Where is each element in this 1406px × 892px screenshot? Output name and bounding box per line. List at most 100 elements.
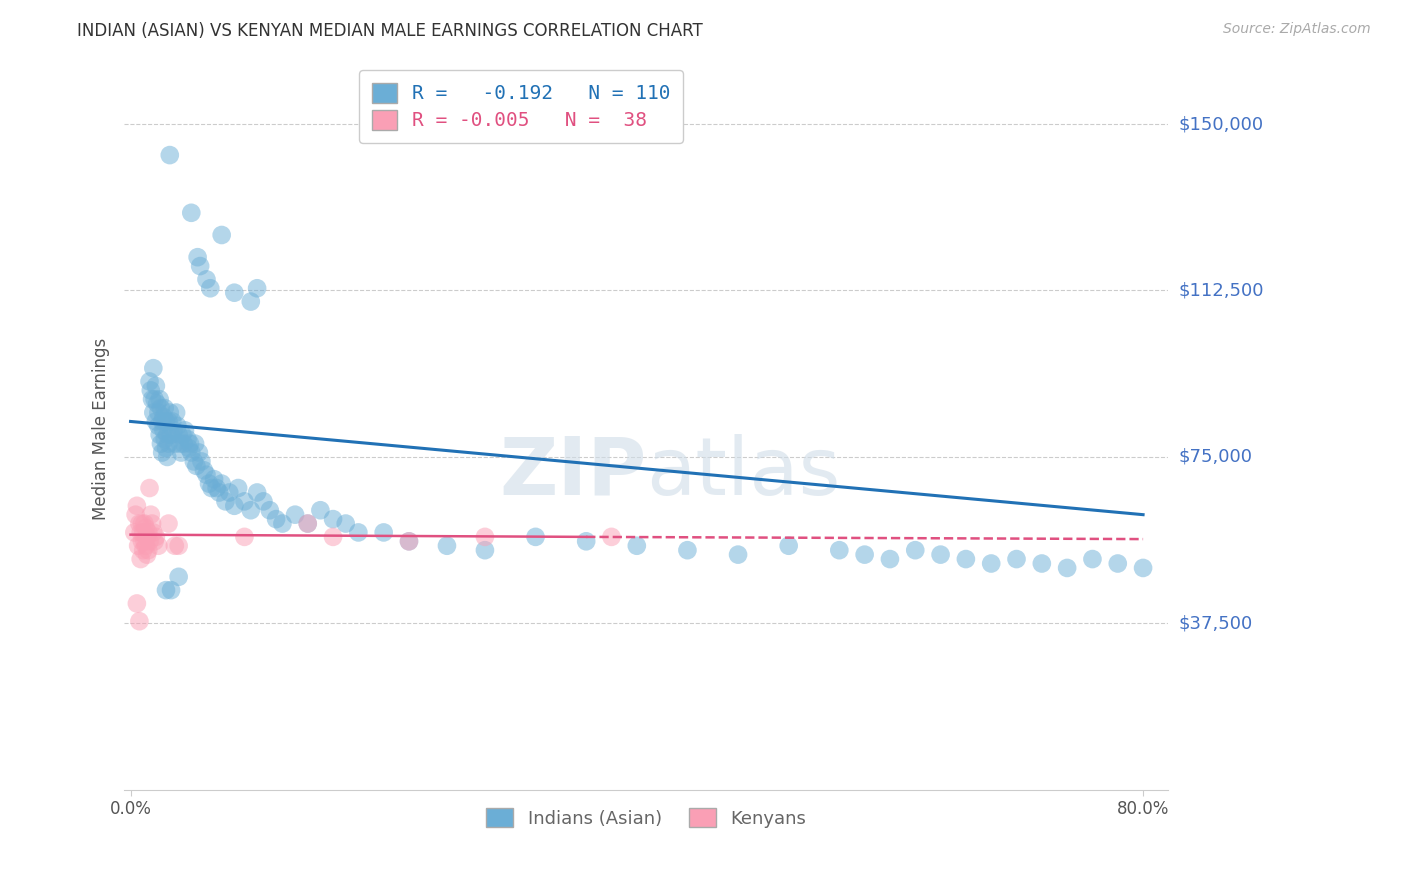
- Point: [159, 406, 181, 420]
- Point: [134, 534, 156, 549]
- Point: [1132, 561, 1154, 575]
- Point: [195, 272, 218, 286]
- Point: [136, 548, 159, 562]
- Point: [141, 392, 163, 407]
- Point: [198, 476, 221, 491]
- Point: [183, 454, 205, 468]
- Point: [1005, 552, 1028, 566]
- Point: [132, 525, 155, 540]
- Point: [200, 481, 222, 495]
- Point: [309, 503, 332, 517]
- Point: [167, 539, 190, 553]
- Point: [145, 379, 167, 393]
- Point: [150, 445, 173, 459]
- Point: [259, 503, 281, 517]
- Point: [284, 508, 307, 522]
- Point: [193, 463, 215, 477]
- Point: [131, 534, 153, 549]
- Point: [474, 543, 496, 558]
- Point: [163, 436, 186, 450]
- Point: [226, 481, 249, 495]
- Point: [136, 543, 159, 558]
- Point: [955, 552, 977, 566]
- Point: [162, 414, 184, 428]
- Point: [149, 392, 172, 407]
- Point: [162, 423, 184, 437]
- Point: [239, 294, 262, 309]
- Point: [157, 516, 180, 531]
- Point: [134, 516, 156, 531]
- Point: [1081, 552, 1104, 566]
- Point: [1107, 557, 1129, 571]
- Text: Source: ZipAtlas.com: Source: ZipAtlas.com: [1223, 22, 1371, 37]
- Point: [153, 432, 176, 446]
- Point: [904, 543, 927, 558]
- Point: [179, 436, 201, 450]
- Point: [139, 508, 162, 522]
- Point: [778, 539, 800, 553]
- Point: [145, 414, 167, 428]
- Point: [676, 543, 699, 558]
- Point: [127, 539, 149, 553]
- Point: [149, 401, 172, 416]
- Point: [187, 445, 209, 459]
- Point: [879, 552, 901, 566]
- Point: [600, 530, 623, 544]
- Point: [159, 148, 181, 162]
- Point: [136, 525, 159, 540]
- Point: [157, 436, 180, 450]
- Point: [347, 525, 370, 540]
- Point: [297, 516, 319, 531]
- Point: [143, 392, 166, 407]
- Point: [135, 521, 157, 535]
- Text: INDIAN (ASIAN) VS KENYAN MEDIAN MALE EARNINGS CORRELATION CHART: INDIAN (ASIAN) VS KENYAN MEDIAN MALE EAR…: [77, 22, 703, 40]
- Point: [124, 525, 146, 540]
- Point: [142, 406, 165, 420]
- Point: [398, 534, 420, 549]
- Point: [160, 427, 183, 442]
- Point: [125, 499, 148, 513]
- Point: [131, 516, 153, 531]
- Point: [152, 409, 174, 424]
- Point: [271, 516, 294, 531]
- Point: [148, 406, 170, 420]
- Point: [166, 418, 188, 433]
- Point: [156, 427, 179, 442]
- Point: [153, 401, 176, 416]
- Point: [150, 414, 173, 428]
- Point: [160, 583, 183, 598]
- Point: [214, 494, 236, 508]
- Point: [297, 516, 319, 531]
- Point: [125, 597, 148, 611]
- Point: [575, 534, 598, 549]
- Point: [173, 436, 195, 450]
- Point: [156, 450, 179, 464]
- Point: [180, 445, 202, 459]
- Point: [187, 250, 209, 264]
- Point: [138, 534, 160, 549]
- Point: [138, 481, 160, 495]
- Point: [155, 414, 177, 428]
- Point: [195, 467, 218, 482]
- Point: [264, 512, 287, 526]
- Point: [128, 516, 150, 531]
- Point: [188, 259, 211, 273]
- Point: [828, 543, 851, 558]
- Point: [146, 397, 169, 411]
- Point: [1031, 557, 1053, 571]
- Point: [322, 512, 344, 526]
- Point: [132, 543, 155, 558]
- Point: [169, 436, 191, 450]
- Point: [233, 530, 256, 544]
- Point: [155, 583, 177, 598]
- Point: [165, 406, 187, 420]
- Point: [524, 530, 547, 544]
- Point: [186, 458, 208, 473]
- Point: [184, 436, 207, 450]
- Point: [202, 472, 225, 486]
- Point: [172, 427, 194, 442]
- Point: [980, 557, 1002, 571]
- Point: [129, 525, 152, 540]
- Point: [239, 503, 262, 517]
- Point: [145, 530, 167, 544]
